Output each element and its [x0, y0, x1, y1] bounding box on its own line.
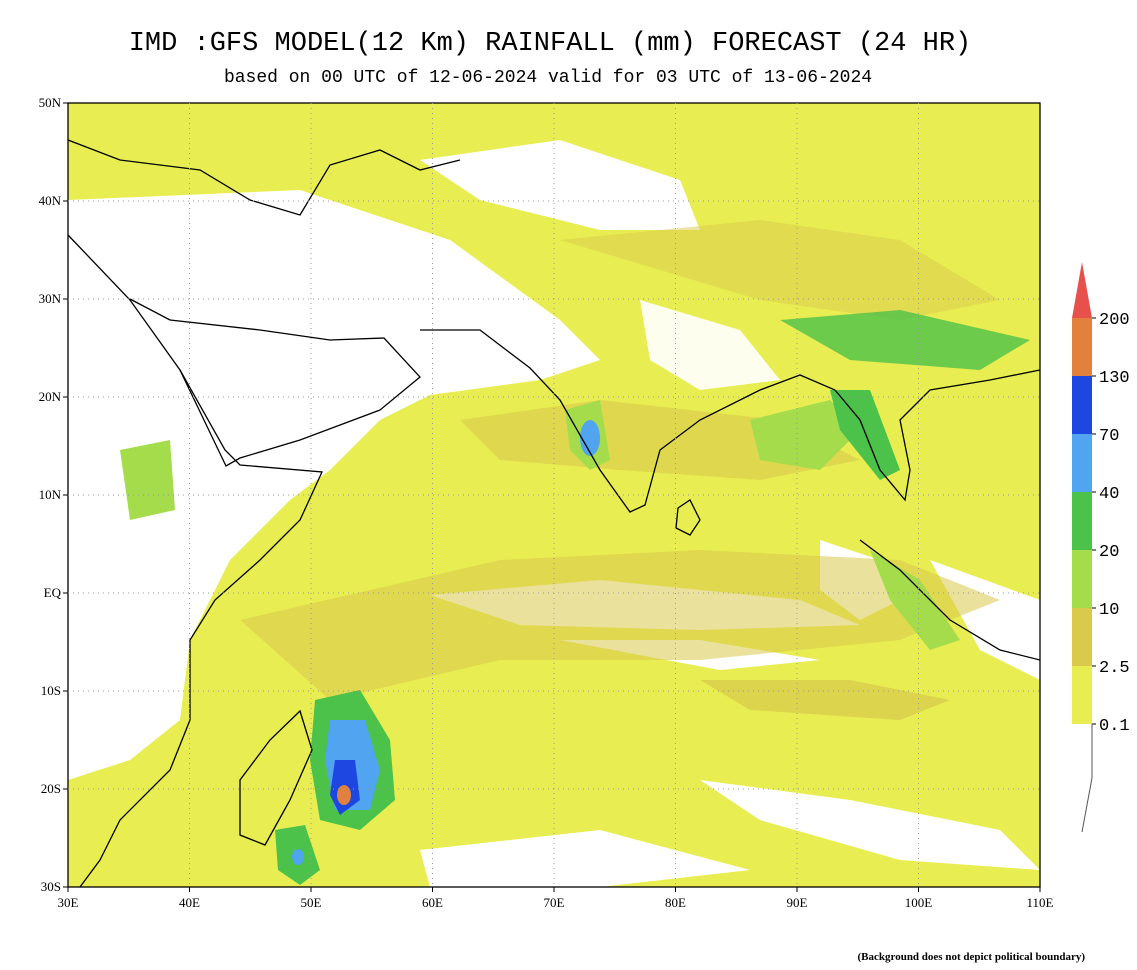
colorbar-label: 20 [1099, 543, 1119, 562]
lon-tick-label: 30E [58, 895, 79, 910]
lon-tick-label: 70E [544, 895, 565, 910]
colorbar-label: 40 [1099, 485, 1119, 504]
footnote: (Background does not depict political bo… [858, 951, 1086, 963]
colorbar-segment [1072, 550, 1092, 608]
lat-tick-label: 50N [39, 95, 62, 110]
lat-tick-label: EQ [44, 585, 62, 600]
lat-tick-label: 20S [41, 781, 61, 796]
lon-tick-label: 60E [422, 895, 443, 910]
colorbar-label: 2.5 [1099, 659, 1130, 678]
lon-tick-label: 50E [301, 895, 322, 910]
colorbar-label: 130 [1099, 369, 1130, 388]
lat-tick-label: 30S [41, 879, 61, 894]
colorbar-segment [1072, 724, 1092, 782]
colorbar-tail [1081, 724, 1093, 833]
colorbar-label: 10 [1099, 601, 1119, 620]
colorbar-label: 0.1 [1099, 717, 1130, 736]
colorbar-segment [1072, 318, 1092, 376]
lon-tick-label: 110E [1027, 895, 1054, 910]
lon-tick-label: 80E [665, 895, 686, 910]
lat-tick-label: 20N [39, 389, 62, 404]
colorbar-segment [1072, 666, 1092, 724]
lon-tick-label: 90E [787, 895, 808, 910]
colorbar-label: 70 [1099, 427, 1119, 446]
lon-tick-label: 40E [179, 895, 200, 910]
colorbar-segment [1072, 376, 1092, 434]
colorbar-segment [1072, 434, 1092, 492]
lat-tick-label: 30N [39, 291, 62, 306]
title: IMD :GFS MODEL(12 Km) RAINFALL (mm) FORE… [129, 29, 972, 59]
colorbar-top [1072, 262, 1092, 318]
colorbar-segment [1072, 492, 1092, 550]
lat-tick-label: 10S [41, 683, 61, 698]
colorbar-label: 200 [1099, 311, 1130, 330]
subtitle: based on 00 UTC of 12-06-2024 valid for … [224, 68, 872, 88]
lon-tick-label: 100E [905, 895, 933, 910]
lat-tick-label: 10N [39, 487, 62, 502]
colorbar-segment [1072, 608, 1092, 666]
lat-tick-label: 40N [39, 193, 62, 208]
